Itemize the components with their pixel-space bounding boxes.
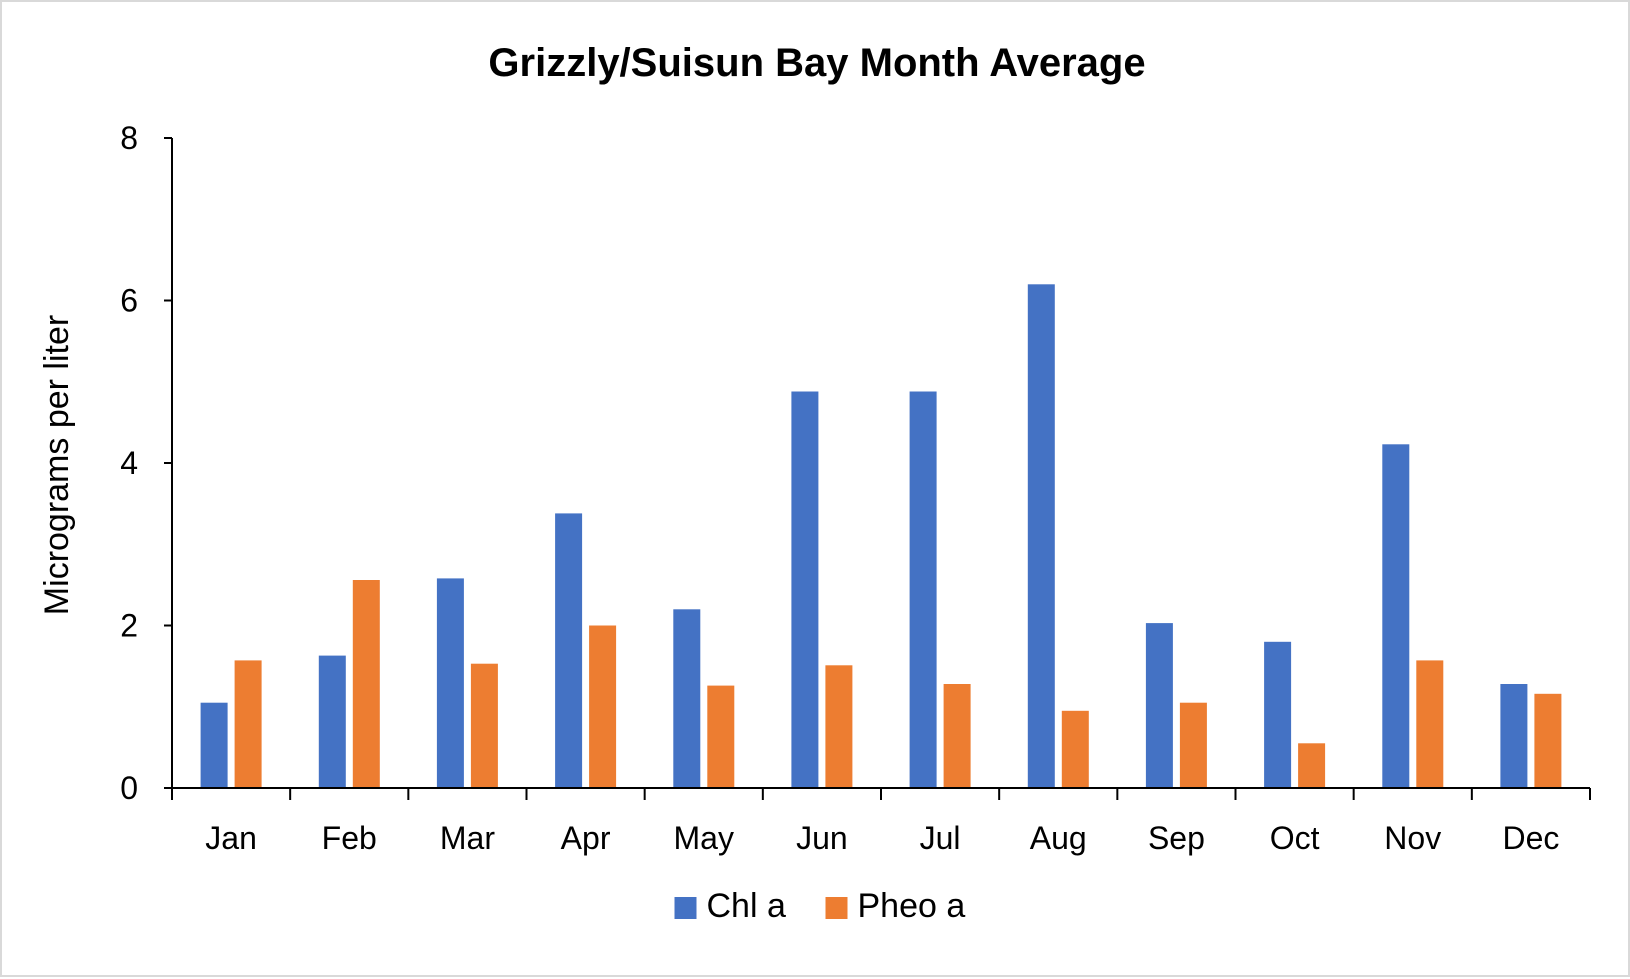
bar-chl-a-apr (555, 513, 583, 788)
bar-pheo-a-jun (825, 665, 853, 788)
x-tick-label: Aug (1030, 820, 1087, 856)
bar-pheo-a-mar (470, 663, 498, 788)
x-tick-label: Sep (1148, 820, 1205, 856)
bar-pheo-a-feb (352, 580, 380, 788)
y-tick-label: 6 (120, 283, 138, 319)
bar-chl-a-dec (1500, 684, 1528, 788)
x-tick-label: Mar (440, 820, 495, 856)
y-tick-label: 2 (120, 608, 138, 644)
x-tick-label: Dec (1502, 820, 1559, 856)
legend-label-chl-a: Chl a (707, 887, 786, 925)
x-tick-label: Jan (205, 820, 257, 856)
bar-pheo-a-nov (1416, 660, 1444, 788)
bar-chl-a-mar (436, 578, 464, 788)
x-tick-label: Jul (920, 820, 961, 856)
x-tick-label: Jun (796, 820, 848, 856)
bar-pheo-a-jan (234, 660, 262, 788)
legend: Chl a Pheo a (674, 887, 966, 925)
bar-chl-a-feb (318, 655, 346, 788)
bar-chl-a-jul (909, 391, 937, 788)
bar-chl-a-nov (1382, 444, 1410, 788)
bar-pheo-a-aug (1061, 710, 1089, 788)
y-tick-label: 0 (120, 770, 138, 806)
bar-pheo-a-apr (589, 625, 617, 788)
bar-chl-a-jun (791, 391, 819, 788)
chart-title: Grizzly/Suisun Bay Month Average (488, 41, 1145, 85)
plot-area (200, 284, 1562, 789)
bar-chl-a-oct (1264, 641, 1292, 789)
bar-chl-a-aug (1027, 284, 1055, 789)
bar-pheo-a-jul (943, 684, 971, 788)
x-tick-label: Feb (322, 820, 377, 856)
legend-swatch-chl-a (674, 897, 697, 919)
y-tick-label: 8 (120, 120, 138, 156)
axes: 0 2 4 6 8 Jan Feb Mar Apr May Jun Jul Aug Sep Oct Nov De… (120, 120, 1591, 856)
bar-chl-a-jan (200, 702, 228, 788)
y-axis-title: Micrograms per liter (38, 315, 76, 615)
bar-pheo-a-sep (1179, 702, 1207, 788)
legend-label-pheo-a: Pheo a (858, 887, 966, 925)
bar-pheo-a-oct (1298, 743, 1326, 788)
x-tick-label: May (674, 820, 734, 856)
y-tick-label: 4 (120, 445, 138, 481)
bar-chl-a-sep (1145, 623, 1173, 788)
bar-pheo-a-may (707, 685, 735, 788)
legend-swatch-pheo-a (825, 897, 848, 919)
x-tick-label: Apr (561, 820, 611, 856)
x-tick-label: Nov (1384, 820, 1441, 856)
x-tick-label: Oct (1270, 820, 1320, 856)
bar-pheo-a-dec (1534, 693, 1562, 789)
bar-chl-a-may (673, 609, 701, 789)
